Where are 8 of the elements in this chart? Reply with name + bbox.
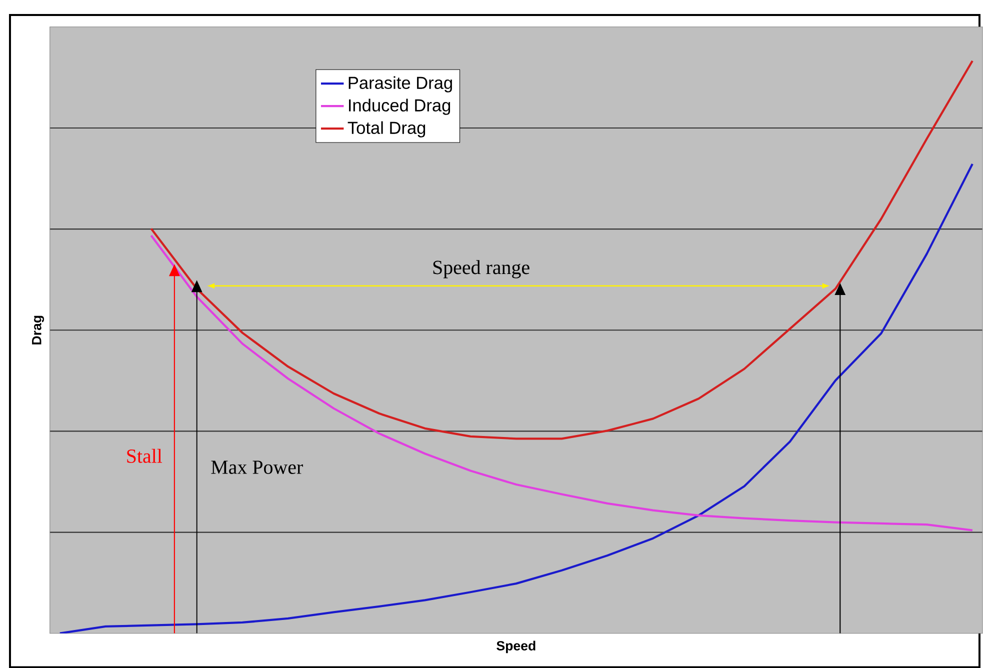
y-axis-title: Drag [32, 316, 44, 344]
legend-label: Parasite Drag [348, 76, 452, 92]
legend-label: Induced Drag [349, 98, 450, 115]
legend-label: Total Drag [348, 121, 426, 138]
x-axis-title: Speed [496, 640, 536, 653]
annotation: Max Power [211, 460, 303, 474]
annotation: Stall [127, 448, 162, 463]
annotation: Speed range [433, 260, 530, 278]
